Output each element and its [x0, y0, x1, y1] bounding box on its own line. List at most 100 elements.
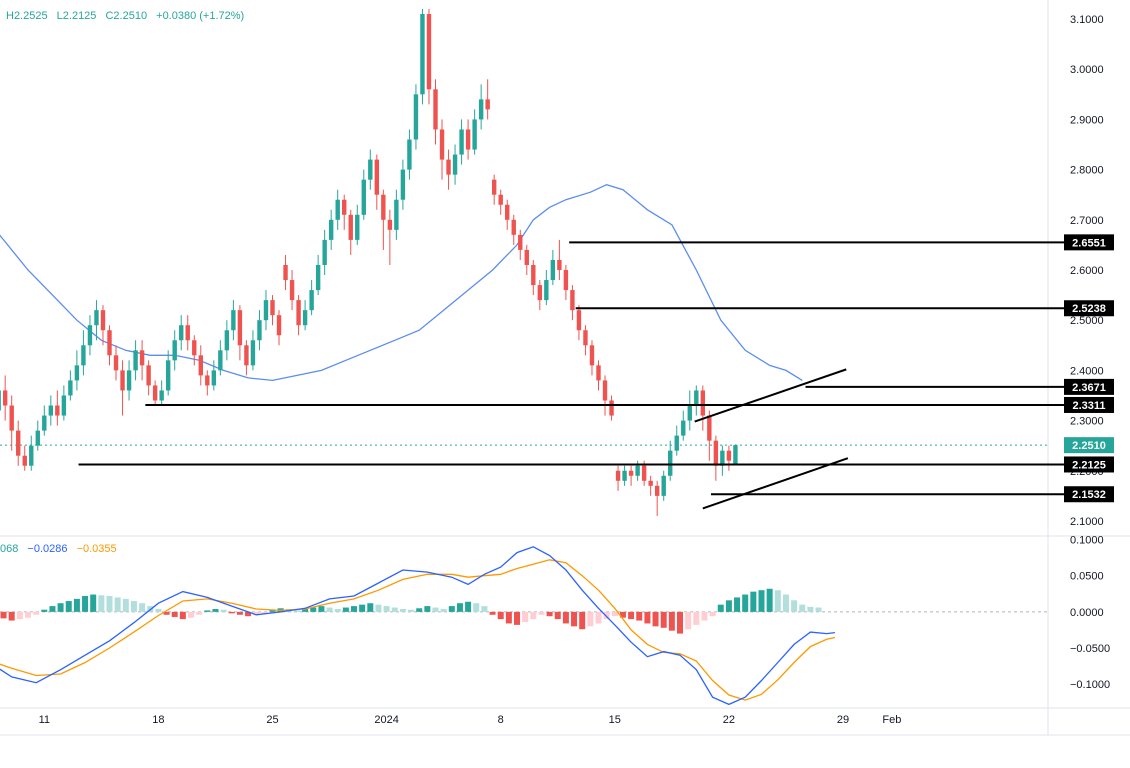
- macd-histogram-bar: [163, 611, 170, 615]
- candle-body: [2, 390, 8, 406]
- macd-histogram-bar: [652, 611, 659, 627]
- candle-body: [263, 300, 269, 321]
- candle-body: [342, 199, 347, 215]
- macd-histogram-bar: [554, 611, 561, 620]
- candle-body: [16, 430, 21, 456]
- macd-histogram-bar: [391, 607, 398, 612]
- macd-tick-label: −0.0500: [1070, 643, 1110, 655]
- macd-histogram-bar: [677, 611, 683, 634]
- macd-histogram-bar: [375, 604, 382, 612]
- candle-body: [426, 14, 432, 90]
- candle-body: [139, 350, 145, 366]
- macd-histogram-bar: [383, 606, 390, 612]
- macd-tick-label: 0.0000: [1070, 607, 1104, 619]
- moving-average-layer: [0, 184, 803, 382]
- macd-histogram-bar: [505, 611, 512, 624]
- macd-tick-label: 0.0500: [1070, 571, 1104, 583]
- level-badge: [1064, 456, 1114, 473]
- candle-body: [537, 285, 543, 301]
- macd-histogram-bar: [514, 611, 520, 625]
- macd-histogram-bar: [611, 611, 618, 617]
- price-tick-label: 2.1000: [1070, 516, 1104, 528]
- candle-body: [289, 280, 295, 301]
- candle-body: [165, 360, 171, 391]
- candle-body: [322, 239, 327, 265]
- macd-histogram-bar: [424, 606, 431, 612]
- macd-legend: 068 −0.0286 −0.0355: [0, 543, 123, 555]
- candle-body: [687, 405, 692, 421]
- moving-average-line: [0, 184, 803, 382]
- macd-histogram-bar: [766, 588, 773, 612]
- candle-body: [648, 480, 653, 486]
- candle-body: [407, 139, 412, 170]
- candle-body: [29, 445, 34, 466]
- candles-layer: [0, 9, 738, 516]
- candle-body: [107, 330, 112, 356]
- macd-histogram-bar: [245, 611, 252, 617]
- candle-body: [615, 470, 621, 481]
- macd-histogram-bar: [65, 601, 72, 612]
- candle-body: [661, 475, 666, 496]
- candle-body: [309, 290, 314, 311]
- candle-body: [694, 390, 699, 406]
- macd-histogram-bar: [367, 603, 374, 612]
- candle-body: [361, 179, 366, 215]
- macd-histogram-bar: [155, 608, 162, 612]
- macd-histogram-bar: [220, 609, 227, 612]
- macd-histogram-bar: [106, 595, 113, 612]
- level-badge: [1064, 396, 1114, 413]
- macd-histogram-bar: [717, 604, 724, 612]
- candle-body: [302, 310, 308, 326]
- candle-body: [400, 169, 406, 200]
- candle-body: [270, 300, 275, 316]
- level-badge: [1064, 378, 1114, 395]
- candle-body: [720, 450, 725, 466]
- candle-body: [211, 370, 217, 386]
- macd-histogram-bar: [359, 604, 366, 612]
- candle-body: [452, 154, 458, 175]
- macd-histogram-bar: [261, 611, 268, 614]
- time-tick-label: Feb: [882, 714, 901, 726]
- candle-body: [439, 129, 445, 160]
- macd-histogram-bar: [228, 611, 235, 614]
- candle-body: [570, 290, 575, 311]
- candle-body: [100, 310, 106, 331]
- candle-body: [544, 280, 549, 301]
- macd-histogram-bar: [750, 591, 757, 612]
- macd-histogram-bar: [399, 608, 406, 612]
- candle-body: [654, 485, 660, 496]
- candle-body: [596, 365, 601, 381]
- macd-histogram-bar: [481, 606, 488, 612]
- macd-histogram-bar: [619, 611, 626, 618]
- candle-body: [315, 264, 321, 291]
- last-price-label: 2.2510: [1072, 440, 1106, 452]
- candle-body: [505, 204, 510, 220]
- ohlc-low: L2.2125: [56, 10, 97, 22]
- macd-histogram-bar: [0, 611, 7, 619]
- candle-body: [381, 194, 386, 220]
- macd-histogram-bar: [114, 597, 121, 612]
- macd-histogram-bar: [408, 609, 415, 612]
- candle-body: [609, 400, 614, 416]
- macd-histogram-bar: [774, 590, 781, 612]
- macd-histogram-bar: [171, 611, 178, 617]
- candle-body: [192, 340, 197, 356]
- level-badge: [1064, 300, 1114, 317]
- level-badge-label: 2.3671: [1072, 382, 1106, 394]
- macd-histogram-bar: [318, 606, 325, 612]
- time-tick-label: 15: [609, 714, 621, 726]
- candle-body: [81, 345, 86, 366]
- candle-body: [172, 340, 177, 361]
- candle-body: [628, 470, 634, 476]
- candle-body: [563, 270, 569, 291]
- candle-body: [74, 365, 80, 381]
- trendline: [694, 368, 847, 423]
- candle-body: [413, 94, 419, 140]
- candle-body: [524, 249, 529, 265]
- macd-histogram-bar: [49, 606, 56, 612]
- candle-body: [681, 420, 686, 436]
- macd-histogram-bar: [326, 607, 333, 612]
- candle-body: [641, 465, 647, 481]
- candle-body: [250, 340, 256, 366]
